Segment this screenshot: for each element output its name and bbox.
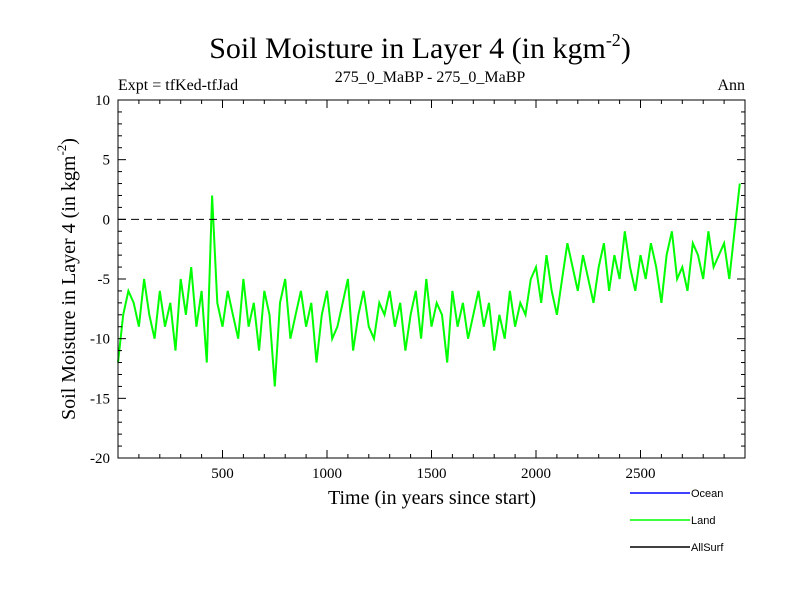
y-tick-label: 5	[103, 153, 111, 169]
legend-label-allsurf: AllSurf	[691, 542, 724, 554]
legend-label-land: Land	[691, 515, 715, 527]
x-tick-label: 500	[211, 466, 234, 482]
series-line-land	[117, 183, 741, 387]
subtitle-center: 275_0_MaBP - 275_0_MaBP	[335, 69, 526, 86]
x-axis: 500 1000 1500 2000 2500	[138, 100, 725, 482]
subtitle-right: Ann	[717, 77, 745, 94]
chart-title: Soil Moisture in Layer 4 (in kgm-2)	[209, 30, 631, 65]
x-axis-label: Time (in years since start)	[328, 487, 536, 509]
y-tick-label: -10	[90, 332, 110, 348]
y-tick-label: 0	[103, 212, 111, 228]
y-tick-label: -15	[90, 391, 110, 407]
y-tick-label: -20	[90, 451, 110, 467]
x-tick-label: 1500	[417, 466, 447, 482]
x-tick-label: 2000	[521, 466, 551, 482]
plot-area	[117, 99, 746, 459]
x-tick-label: 2500	[626, 466, 656, 482]
y-axis-label: Soil Moisture in Layer 4 (in kgm-2)	[54, 138, 80, 420]
legend: Ocean Land AllSurf	[630, 488, 724, 554]
y-tick-label: -5	[98, 272, 111, 288]
plot-frame	[117, 99, 746, 459]
y-tick-label: 10	[95, 93, 110, 109]
x-tick-label: 1000	[312, 466, 342, 482]
legend-label-ocean: Ocean	[691, 488, 723, 500]
y-axis: -20 -15 -10 -5 0 5 10	[90, 93, 745, 467]
subtitle-left: Expt = tfKed-tfJad	[118, 77, 238, 94]
